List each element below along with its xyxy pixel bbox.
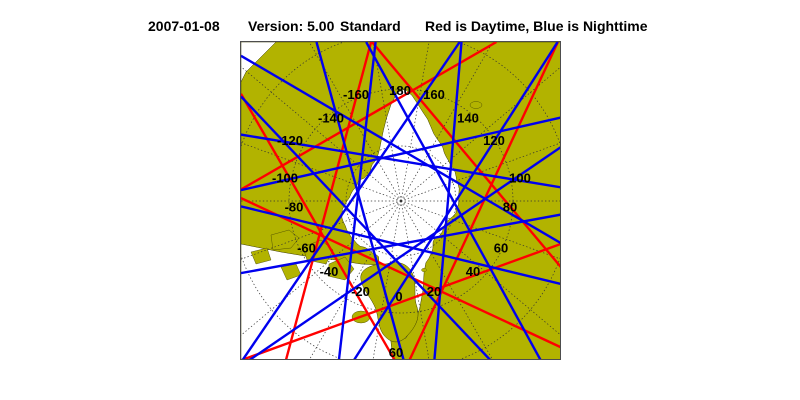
svg-text:60: 60	[389, 345, 403, 360]
svg-text:-100: -100	[272, 171, 298, 186]
svg-text:-140: -140	[318, 111, 344, 126]
svg-text:140: 140	[457, 111, 479, 126]
svg-text:-160: -160	[343, 87, 369, 102]
svg-text:60: 60	[494, 241, 508, 256]
svg-text:-40: -40	[320, 264, 339, 279]
svg-text:180: 180	[389, 83, 411, 98]
svg-text:40: 40	[466, 264, 480, 279]
svg-text:-80: -80	[285, 200, 304, 215]
svg-text:100: 100	[509, 171, 531, 186]
svg-text:80: 80	[503, 200, 517, 215]
svg-text:-60: -60	[297, 241, 316, 256]
svg-text:0: 0	[395, 289, 402, 304]
svg-text:-20: -20	[351, 284, 370, 299]
svg-text:120: 120	[483, 133, 505, 148]
svg-text:-120: -120	[277, 133, 303, 148]
svg-text:20: 20	[427, 284, 441, 299]
svg-text:160: 160	[423, 87, 445, 102]
